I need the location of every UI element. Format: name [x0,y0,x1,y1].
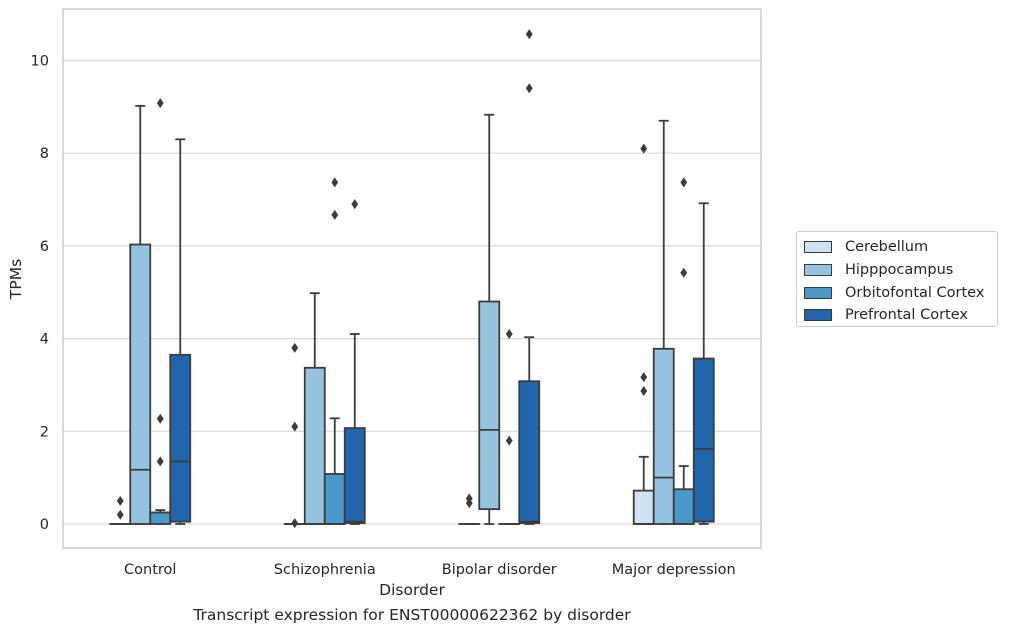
legend-item: Orbitofontal Cortex [804,281,997,304]
outlier-point [331,209,339,220]
outlier-point [291,518,299,529]
outlier-point [465,493,473,504]
x-tick-label: Schizophrenia [274,562,376,578]
box-prefrontal-cortex [692,202,715,525]
outlier-points [116,29,688,529]
box-body [518,380,541,524]
y-axis-label: TPMs [7,259,25,300]
outlier-point [291,342,299,353]
box-body [652,347,675,525]
legend-swatch [804,286,832,299]
legend-item: Prefrontal Cortex [804,304,997,327]
outlier-point [640,385,648,396]
outlier-point [331,177,339,188]
outlier-point [156,456,164,467]
box-prefrontal-cortex [343,333,366,525]
x-tick-label: Control [124,562,176,578]
outlier-point [116,509,124,520]
y-tick-labels: 0 2 4 6 8 10 [31,54,49,534]
legend-swatch [804,264,832,277]
outlier-point [525,83,533,94]
y-tick-label: 2 [40,424,49,440]
x-tick-labels: Control Schizophrenia Bipolar disorder Majo… [124,562,736,578]
box-body [632,489,655,525]
box-body [303,366,326,525]
outlier-point [525,29,533,40]
legend-label: Prefrontal Cortex [845,307,968,324]
box-body [149,511,172,525]
box-groups [109,105,715,525]
box-body [692,357,715,523]
box-hipppocampus [303,292,326,525]
y-tick-label: 6 [40,239,49,255]
plot-frame [62,8,762,549]
box-body [169,353,192,523]
outlier-point [680,177,688,188]
outlier-point [505,435,513,446]
box-hipppocampus [478,113,501,525]
outlier-point [116,495,124,506]
outlier-point [505,328,513,339]
box-hipppocampus [129,105,152,525]
legend: Cerebellum Hipppocampus Orbitofontal Corte… [796,231,998,327]
legend-swatch [804,309,832,322]
legend-label: Cerebellum [845,239,929,256]
outlier-point [640,143,648,154]
box-body [129,243,152,525]
y-tick-label: 0 [40,517,49,533]
box-prefrontal-cortex [169,138,192,525]
box-body [478,300,501,511]
outlier-point [351,199,359,210]
legend-label: Orbitofontal Cortex [845,284,985,301]
box-orbitofontal-cortex [672,465,695,525]
y-tick-label: 4 [40,332,49,348]
outlier-point [291,421,299,432]
box-cerebellum [632,455,655,525]
legend-item: Cerebellum [804,236,997,259]
legend-swatch [804,241,832,254]
outlier-point [640,372,648,383]
box-orbitofontal-cortex [149,509,172,525]
y-tick-label: 10 [31,54,49,70]
legend-label: Hipppocampus [845,262,954,279]
box-hipppocampus [652,119,675,525]
x-tick-label: Bipolar disorder [442,562,557,578]
box-body [672,488,695,525]
outlier-point [156,98,164,109]
outlier-point [680,267,688,278]
box-orbitofontal-cortex [323,417,346,525]
outlier-point [156,413,164,424]
y-tick-label: 8 [40,146,49,162]
x-axis-label: Disorder [379,581,445,599]
box-body [323,473,346,525]
box-body [343,427,366,524]
legend-item: Hipppocampus [804,259,997,282]
figure-caption: Transcript expression for ENST0000062236… [193,606,631,624]
x-tick-label: Major depression [612,562,736,578]
box-prefrontal-cortex [518,336,541,525]
